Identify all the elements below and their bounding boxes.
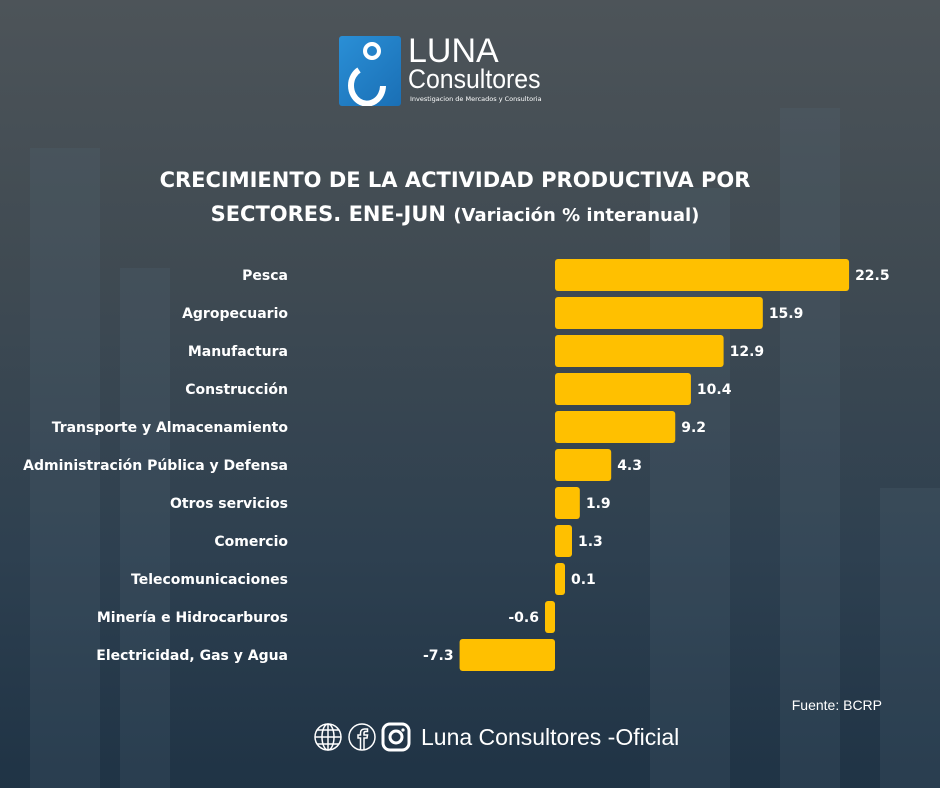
logo-tagline: Investigacion de Mercados y Consultoria [410, 95, 542, 103]
background-building [780, 108, 840, 788]
bar-2 [555, 335, 724, 367]
category-label: Electricidad, Gas y Agua [96, 648, 288, 664]
title-line2: SECTORES. ENE-JUN [210, 202, 446, 226]
bar-3 [555, 373, 691, 405]
background-building [120, 268, 170, 788]
bar-5 [555, 449, 612, 481]
category-label: Comercio [214, 534, 288, 550]
instagram-icon[interactable] [381, 722, 411, 752]
data-label: 15.9 [769, 306, 804, 322]
source-note: Fuente: BCRP [791, 697, 882, 713]
chart-title: CRECIMIENTO DE LA ACTIVIDAD PRODUCTIVA P… [0, 163, 910, 233]
bar-9 [545, 601, 555, 633]
bar-0 [555, 259, 850, 291]
title-line1: CRECIMIENTO DE LA ACTIVIDAD PRODUCTIVA P… [159, 168, 751, 192]
bar-7 [555, 525, 572, 557]
bar-4 [555, 411, 676, 443]
category-label: Construcción [185, 382, 288, 398]
category-label: Minería e Hidrocarburos [97, 610, 288, 626]
data-label: 10.4 [697, 382, 732, 398]
logo-name: LUNA [408, 32, 499, 70]
footer: Luna Consultores -Oficial [313, 722, 679, 752]
background-building [880, 488, 940, 788]
bar-8 [555, 563, 565, 595]
category-label: Otros servicios [170, 496, 288, 512]
category-label: Transporte y Almacenamiento [52, 420, 289, 436]
data-label: 12.9 [730, 344, 765, 360]
data-label: -7.3 [423, 648, 454, 664]
data-label: 1.3 [578, 534, 603, 550]
bar-10 [459, 639, 555, 671]
category-label: Administración Pública y Defensa [23, 458, 288, 474]
footer-label: Luna Consultores -Oficial [421, 723, 680, 750]
facebook-icon[interactable] [347, 722, 377, 752]
data-label: -0.6 [508, 610, 539, 626]
category-label: Telecomunicaciones [131, 572, 288, 588]
background-building [30, 148, 100, 788]
category-label: Pesca [242, 268, 288, 284]
data-label: 1.9 [586, 496, 611, 512]
globe-icon[interactable] [313, 722, 343, 752]
category-label: Agropecuario [182, 306, 288, 322]
bar-6 [555, 487, 580, 519]
title-subtitle: (Variación % interanual) [453, 205, 700, 226]
data-label: 9.2 [681, 420, 706, 436]
bar-1 [555, 297, 763, 329]
logo-mark [339, 36, 401, 107]
data-label: 4.3 [617, 458, 642, 474]
category-label: Manufactura [188, 344, 288, 360]
logo-name2: Consultores [408, 64, 541, 94]
data-label: 22.5 [855, 268, 890, 284]
data-label: 0.1 [571, 572, 596, 588]
logo: LUNA Consultores Investigacion de Mercad… [339, 32, 549, 108]
